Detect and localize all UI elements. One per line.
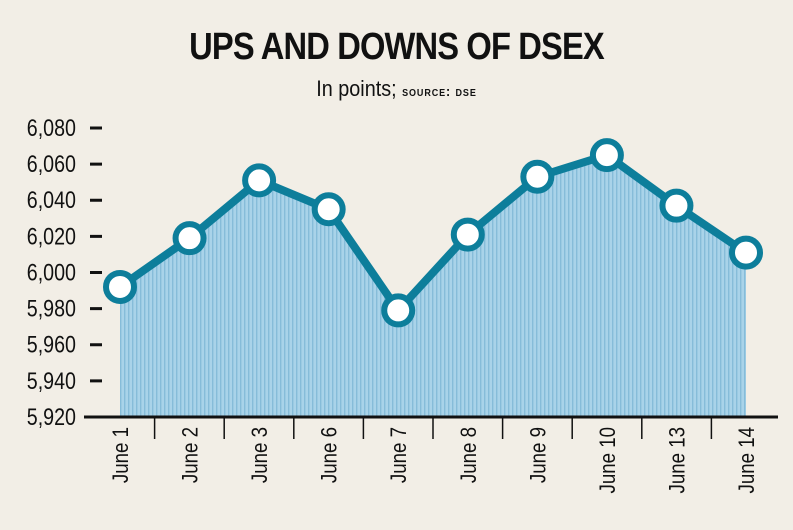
data-point-marker (520, 159, 555, 194)
data-point-marker (381, 293, 416, 328)
data-point-marker (450, 217, 485, 252)
x-tick-label: June 8 (457, 427, 481, 483)
x-tick-label: June 10 (597, 427, 621, 494)
y-tick-label: 6,080 (27, 114, 76, 141)
data-point-marker (729, 235, 763, 270)
area-fill (120, 155, 746, 417)
data-point-marker (311, 192, 346, 227)
y-tick-label: 6,000 (27, 259, 76, 286)
chart-subtitle: In points; SOURCE: DSE (40, 76, 754, 102)
data-point-marker (242, 163, 277, 198)
x-tick-label: June 14 (736, 427, 760, 494)
x-tick-label: June 6 (318, 427, 342, 483)
chart-title: UPS AND DOWNS OF DSEX (189, 26, 605, 68)
y-tick-label: 5,940 (27, 367, 76, 394)
x-tick-label: June 13 (666, 427, 690, 494)
data-point-marker (172, 221, 207, 256)
chart-source: SOURCE: DSE (402, 83, 477, 99)
series-line (117, 151, 749, 315)
y-tick-label: 5,980 (27, 295, 76, 322)
y-tick-label: 6,040 (27, 186, 76, 213)
y-tick-label: 6,060 (27, 150, 76, 177)
data-point-marker (589, 138, 624, 173)
x-tick-label: June 3 (249, 427, 273, 483)
x-tick-label: June 1 (109, 427, 133, 483)
y-tick-label: 5,960 (27, 331, 76, 358)
y-tick-label: 6,020 (27, 223, 76, 250)
data-point-marker (659, 188, 694, 223)
x-tick-label: June 2 (179, 427, 203, 483)
subtitle-units: In points; (316, 76, 397, 101)
data-point-marker (103, 269, 137, 304)
x-tick-label: June 9 (527, 427, 551, 483)
y-tick-label: 5,920 (27, 403, 76, 430)
x-tick-label: June 7 (388, 427, 412, 483)
